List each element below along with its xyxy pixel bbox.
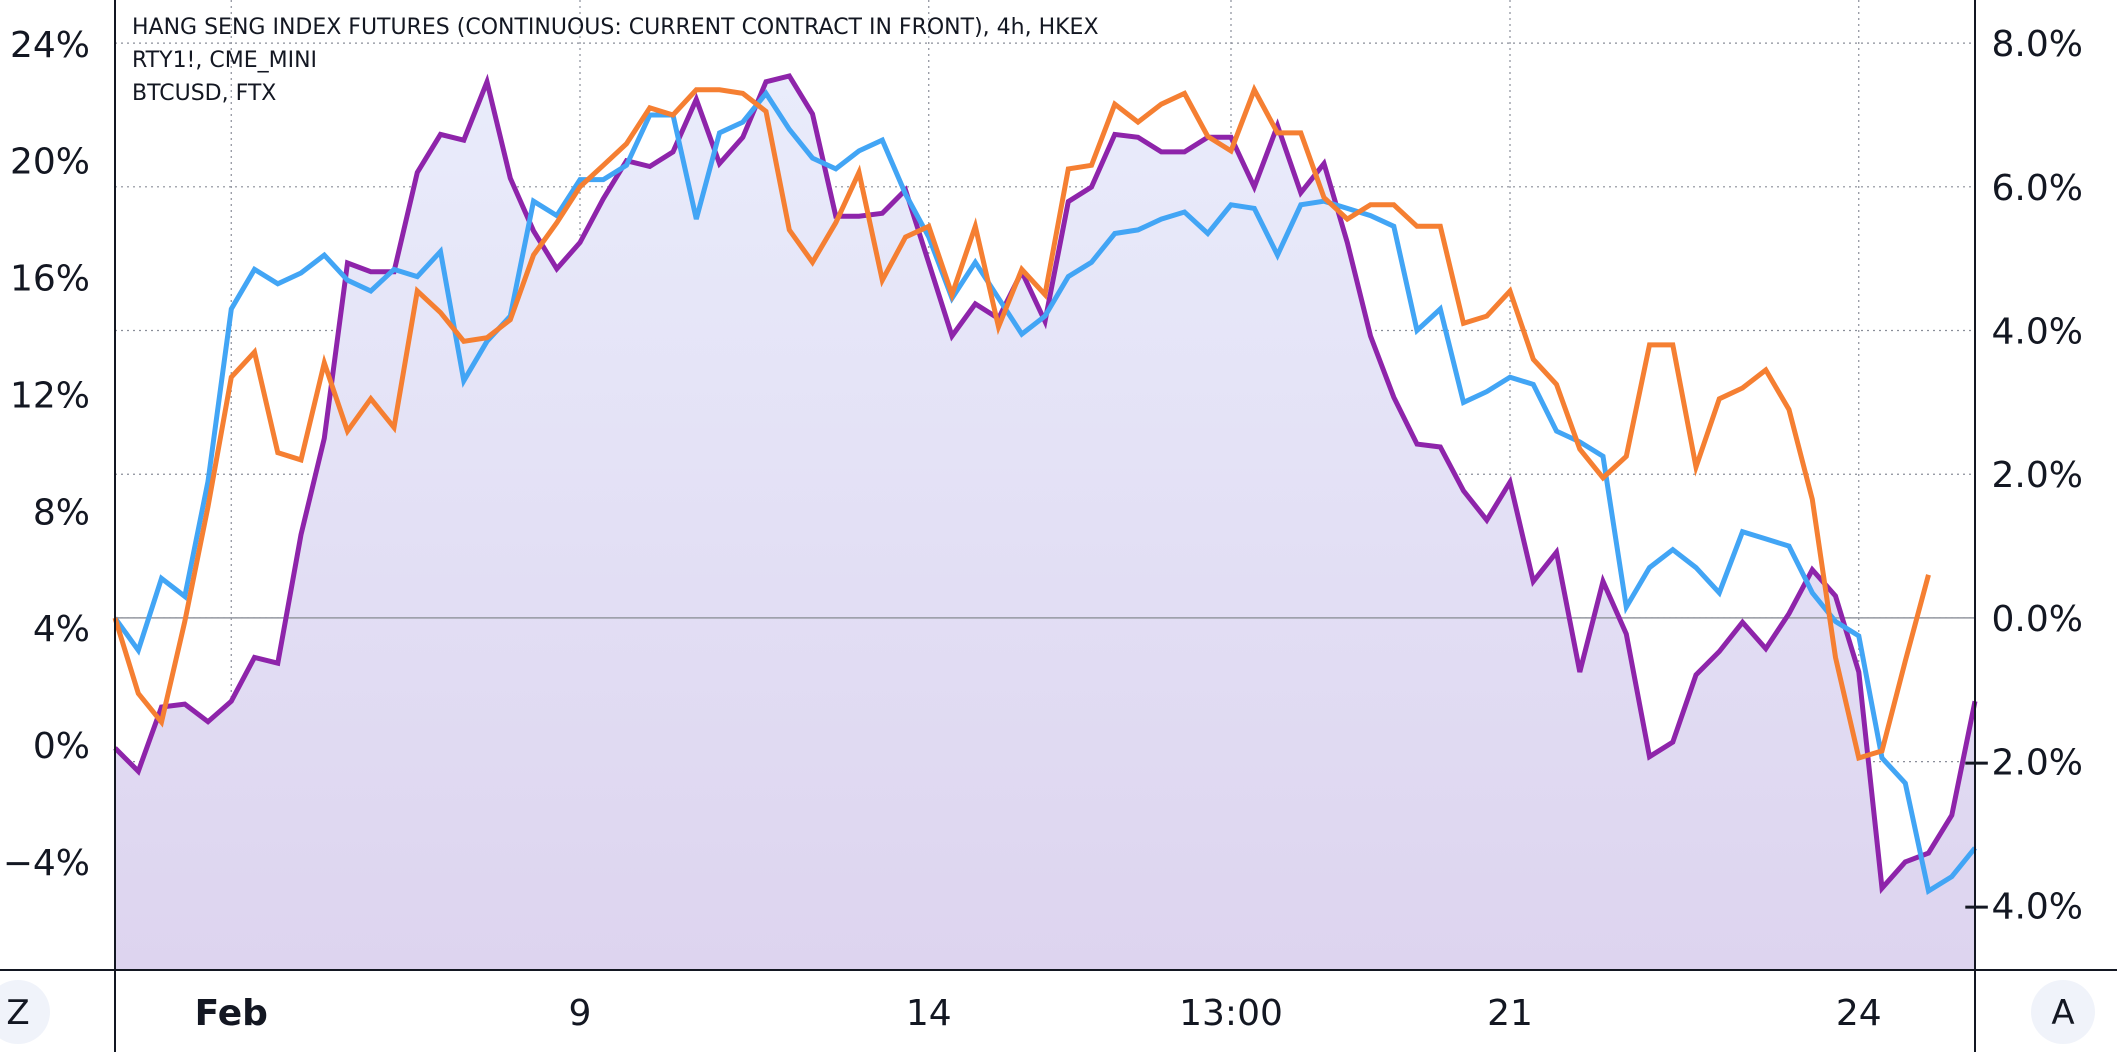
x-tick-label: 24 xyxy=(1836,993,1882,1034)
series-line xyxy=(112,89,1977,895)
left-y-tick-label: 4% xyxy=(33,609,90,650)
legend-entry: HANG SENG INDEX FUTURES (CONTINUOUS: CUR… xyxy=(132,15,1099,40)
legend: HANG SENG INDEX FUTURES (CONTINUOUS: CUR… xyxy=(132,15,1099,106)
right-y-axis: 8.0% 6.0% 4.0% 2.0% 0.0% −2.0% −4.0% xyxy=(1961,24,2083,927)
left-y-tick-label: 12% xyxy=(10,375,90,416)
series-line xyxy=(113,73,1978,895)
x-tick-label: Feb xyxy=(195,993,268,1034)
x-tick-label: 9 xyxy=(569,993,592,1034)
series-area-fill xyxy=(115,76,1975,970)
log-scale-button[interactable]: Z xyxy=(0,980,50,1044)
left-y-tick-label: 24% xyxy=(10,25,90,66)
log-scale-button-label: Z xyxy=(6,993,29,1033)
left-y-tick-label: 20% xyxy=(10,142,90,183)
auto-scale-button-label: A xyxy=(2051,993,2074,1033)
series-fill-area xyxy=(115,76,1975,970)
right-y-tick-label: 8.0% xyxy=(1992,24,2083,65)
right-y-tick-label: −4.0% xyxy=(1961,886,2083,927)
series-lines xyxy=(112,73,1978,895)
left-y-tick-label: 0% xyxy=(33,726,90,767)
right-y-tick-label: 2.0% xyxy=(1992,455,2083,496)
left-y-tick-label: −4% xyxy=(3,843,90,884)
right-y-tick-label: 6.0% xyxy=(1992,168,2083,209)
left-y-tick-label: 16% xyxy=(10,259,90,300)
right-y-tick-label: 0.0% xyxy=(1992,599,2083,640)
x-tick-label: 13:00 xyxy=(1179,993,1283,1034)
series-line xyxy=(112,83,1931,762)
right-y-tick-label: −2.0% xyxy=(1961,743,2083,784)
auto-scale-button[interactable]: A xyxy=(2031,980,2095,1044)
x-axis: Feb 9 14 13:00 21 24 xyxy=(195,993,1882,1034)
legend-entry: RTY1!, CME_MINI xyxy=(132,48,317,73)
x-tick-label: 21 xyxy=(1487,993,1533,1034)
right-y-tick-label: 4.0% xyxy=(1992,312,2083,353)
x-tick-label: 14 xyxy=(906,993,952,1034)
auto-scale-button-bg xyxy=(2031,980,2095,1044)
left-y-tick-label: 8% xyxy=(33,492,90,533)
log-scale-button-bg xyxy=(0,980,50,1044)
left-y-axis: 24% 20% 16% 12% 8% 4% 0% −4% xyxy=(3,25,90,884)
legend-entry: BTCUSD, FTX xyxy=(132,81,276,106)
